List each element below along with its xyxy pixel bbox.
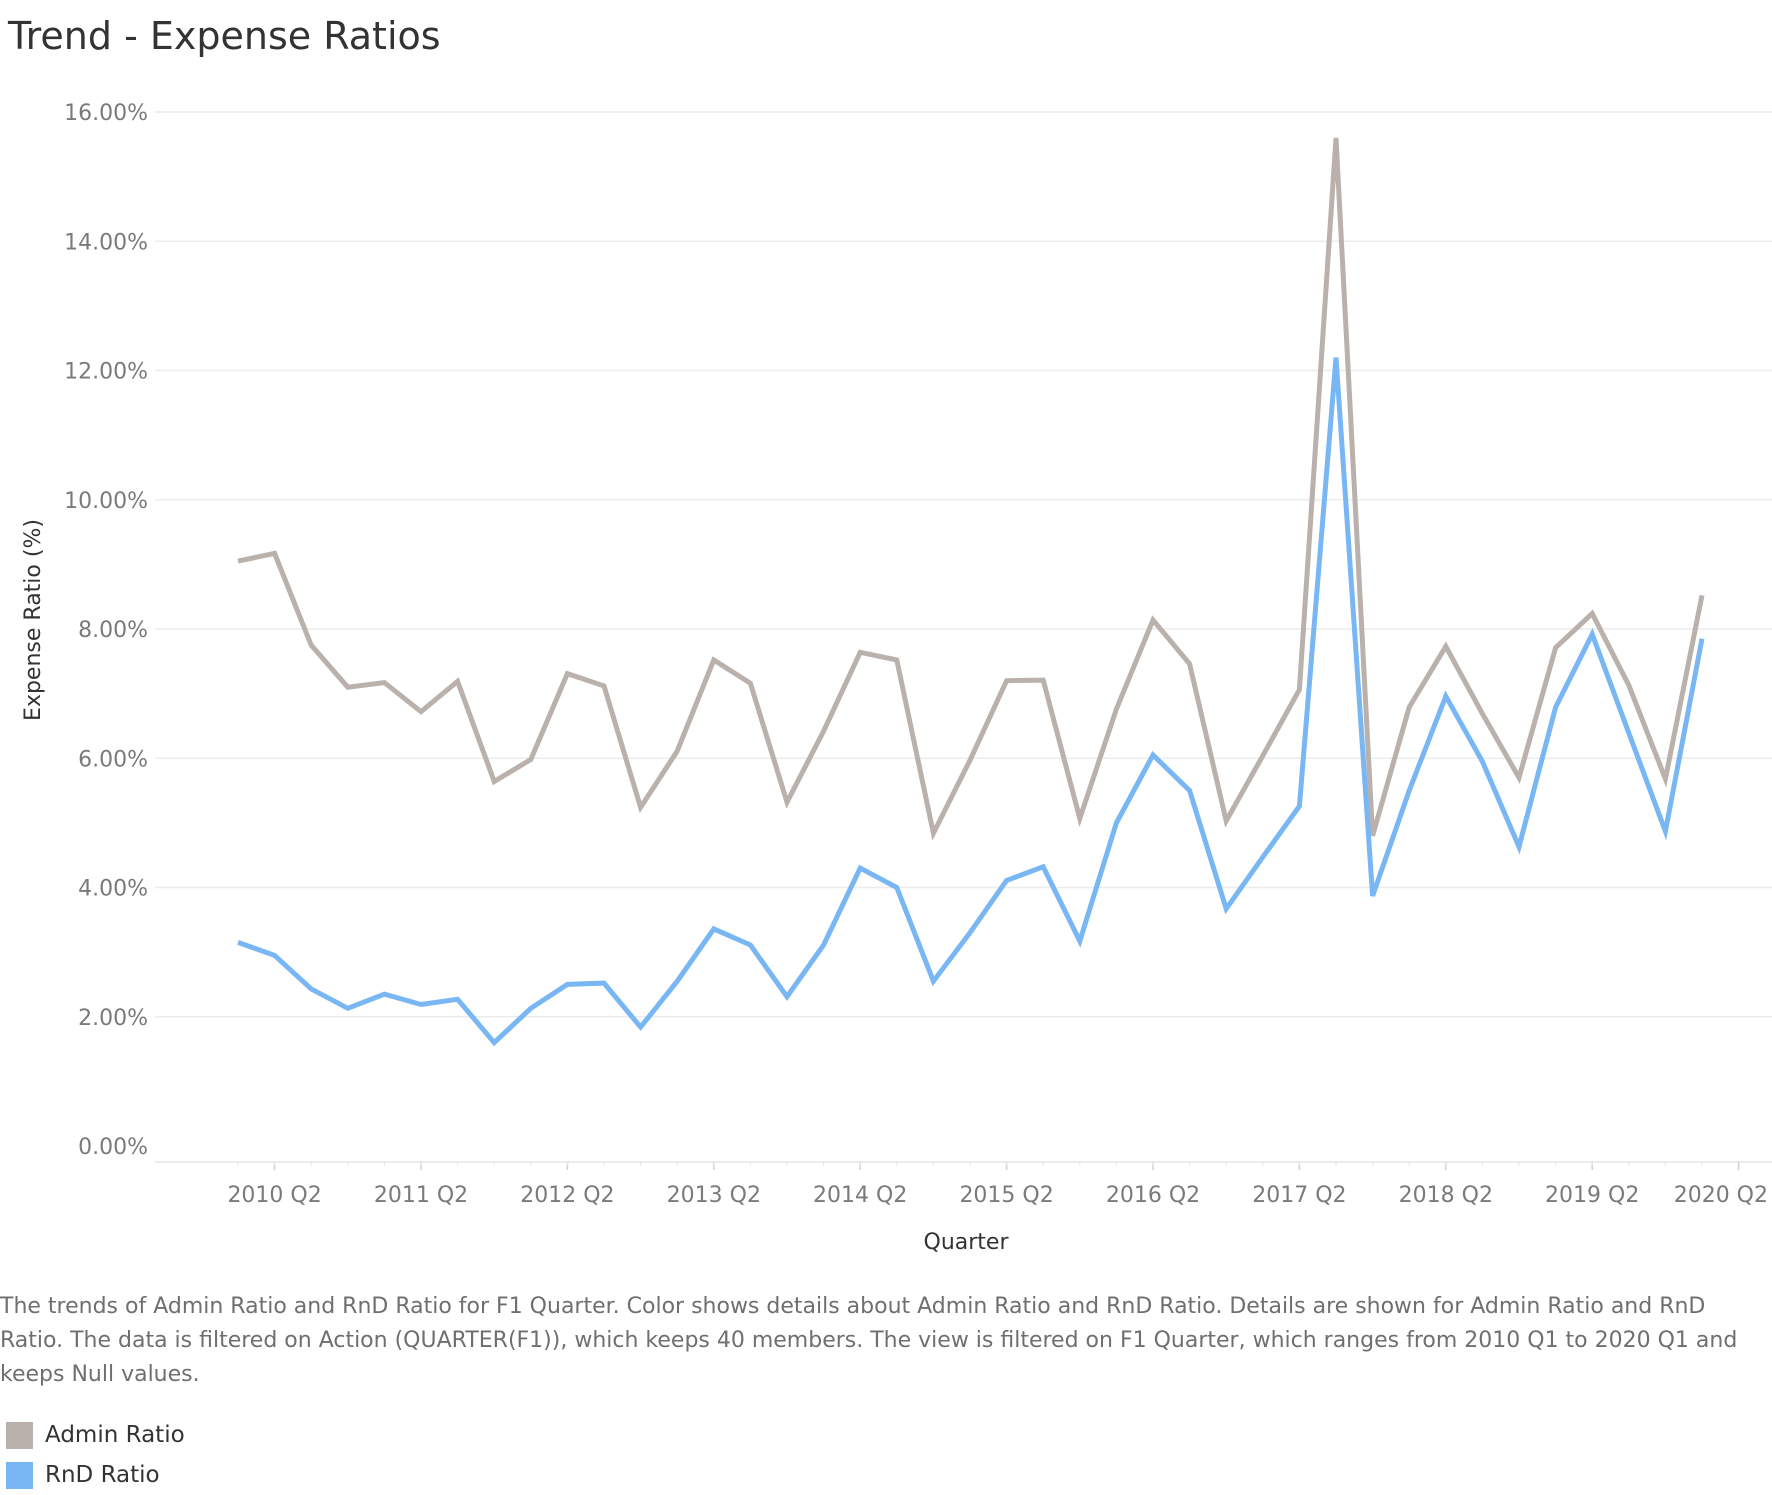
x-tick-labels: 2010 Q2 2011 Q2 2012 Q2 2013 Q2 2014 Q2 2015 …	[227, 1183, 1768, 1208]
legend: Admin Ratio RnD Ratio	[6, 1415, 185, 1495]
y-tick-label: 16.00%	[64, 101, 148, 126]
legend-swatch-admin-ratio	[6, 1421, 33, 1449]
legend-swatch-rnd-ratio	[6, 1461, 33, 1489]
y-tick-label: 6.00%	[78, 747, 148, 772]
legend-item-admin-ratio[interactable]: Admin Ratio	[6, 1415, 185, 1455]
x-tick-label: 2018 Q2	[1399, 1183, 1493, 1208]
line-chart: 0.00% 2.00% 4.00% 6.00% 8.00% 10.00% 12.00% 14.…	[21, 101, 1772, 1255]
legend-item-rnd-ratio[interactable]: RnD Ratio	[6, 1455, 185, 1495]
y-tick-label: 0.00%	[78, 1135, 148, 1160]
x-tick-label: 2016 Q2	[1106, 1183, 1200, 1208]
x-tick-label: 2020 Q2	[1674, 1183, 1768, 1208]
series-line-admin-ratio[interactable]	[237, 137, 1705, 841]
x-tick-label: 2013 Q2	[667, 1183, 761, 1208]
chart-caption: The trends of Admin Ratio and RnD Ratio …	[0, 1294, 1738, 1387]
series-lines	[237, 137, 1705, 1047]
x-axis-title: Quarter	[924, 1230, 1010, 1255]
x-tick-label: 2015 Q2	[959, 1183, 1053, 1208]
y-tick-label: 14.00%	[64, 230, 148, 255]
x-tick-label: 2011 Q2	[374, 1183, 468, 1208]
gridlines	[155, 111, 1772, 1018]
y-tick-label: 10.00%	[64, 489, 148, 514]
y-tick-label: 2.00%	[78, 1006, 148, 1031]
series-line-rnd-ratio[interactable]	[237, 357, 1705, 1047]
x-tick-label: 2014 Q2	[813, 1183, 907, 1208]
y-tick-label: 12.00%	[64, 360, 148, 385]
legend-label-rnd-ratio: RnD Ratio	[45, 1462, 160, 1488]
y-tick-label: 4.00%	[78, 877, 148, 902]
axes	[155, 1161, 1772, 1170]
legend-label-admin-ratio: Admin Ratio	[45, 1422, 185, 1448]
y-axis-title: Expense Ratio (%)	[21, 519, 46, 721]
x-tick-label: 2010 Q2	[227, 1183, 321, 1208]
chart-title: Trend - Expense Ratios	[8, 14, 441, 58]
x-tick-label: 2012 Q2	[520, 1183, 614, 1208]
x-tick-label: 2017 Q2	[1252, 1183, 1346, 1208]
y-tick-labels: 0.00% 2.00% 4.00% 6.00% 8.00% 10.00% 12.00% 14.…	[64, 101, 148, 1160]
x-tick-label: 2019 Q2	[1545, 1183, 1639, 1208]
y-tick-label: 8.00%	[78, 618, 148, 643]
